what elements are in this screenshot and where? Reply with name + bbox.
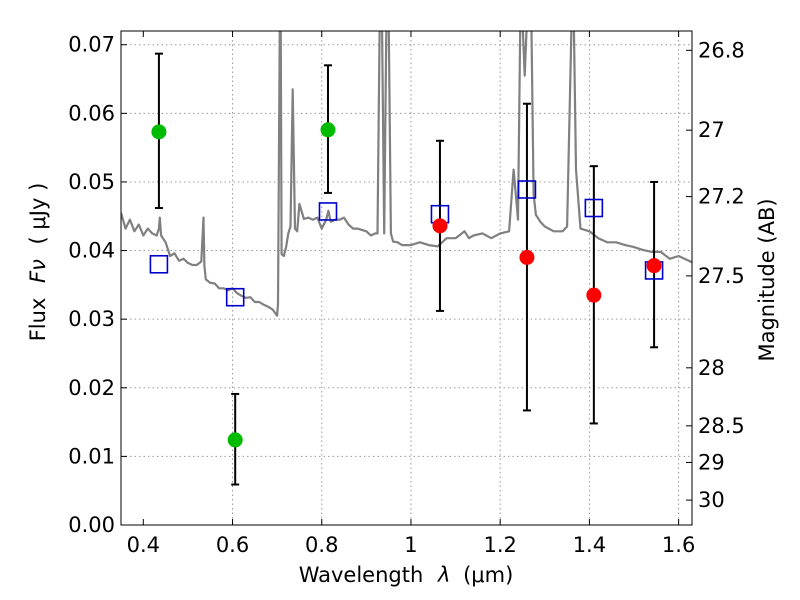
y2-tick-label: 27.2 [698, 185, 745, 209]
x-tick-label: 0.4 [127, 533, 160, 557]
y-tick-label: 0.06 [68, 101, 115, 125]
y-tick-label: 0.02 [68, 376, 115, 400]
x-tick-label: 1.2 [483, 533, 516, 557]
y-axis-label-unit: ( μJy ) [26, 183, 50, 245]
y2-tick-label: 29 [698, 450, 725, 474]
y-tick-label: 0.05 [68, 170, 115, 194]
y-axis-label: Flux Fν ( μJy ) [26, 183, 50, 342]
x-axis-label-text: Wavelength [299, 563, 424, 587]
x-axis-label-symbol: λ [437, 563, 450, 587]
y2-tick-label: 28 [698, 356, 725, 380]
model-square [517, 180, 537, 199]
y-axis-label-text: Flux [26, 298, 50, 342]
errorbars [154, 52, 659, 486]
grid [121, 31, 692, 525]
y2-axis-label: Magnitude (AB) [755, 198, 779, 361]
y2-tick-label: 27.5 [698, 264, 745, 288]
y-tick-label: 0.01 [68, 444, 115, 468]
model-square [318, 202, 338, 221]
x-tick-label: 1 [404, 533, 417, 557]
observed-point-green [320, 122, 336, 138]
plot-frame [120, 30, 693, 526]
x-tick-label: 1.6 [662, 533, 695, 557]
y-tick-label: 0.07 [68, 33, 115, 57]
y-tick-label: 0.03 [68, 307, 115, 331]
observed-point-green [151, 124, 167, 140]
y2-tick-label: 26.8 [698, 38, 745, 62]
observed-point-red [519, 249, 535, 265]
observed-point-green [227, 432, 243, 448]
model-square [225, 287, 245, 307]
observed-points [151, 122, 662, 448]
spectrum-line [121, 31, 692, 317]
model-square [149, 254, 169, 274]
x-tick-label: 0.8 [305, 533, 338, 557]
x-axis-label-unit: (μm) [463, 563, 513, 587]
observed-point-red [586, 287, 602, 303]
observed-point-red [432, 218, 448, 234]
y-axis-label-symbol: Fν [26, 259, 50, 283]
model-squares [149, 180, 664, 307]
model-square [584, 198, 604, 218]
observed-point-red [646, 258, 662, 274]
y2-tick-label: 28.5 [698, 414, 745, 438]
y2-tick-label: 30 [698, 488, 725, 512]
x-tick-label: 1.4 [573, 533, 606, 557]
axis-ticks: 0.4 0.6 0.8 1 1.2 1.4 1.6 0.00 0.01 0.02 0.03 0.04 0… [68, 31, 745, 557]
y-tick-label: 0.04 [68, 239, 115, 263]
x-axis-label: Wavelength λ (μm) [299, 563, 514, 587]
y-tick-label: 0.00 [68, 513, 115, 537]
x-tick-label: 0.6 [216, 533, 249, 557]
y2-tick-label: 27 [698, 118, 725, 142]
